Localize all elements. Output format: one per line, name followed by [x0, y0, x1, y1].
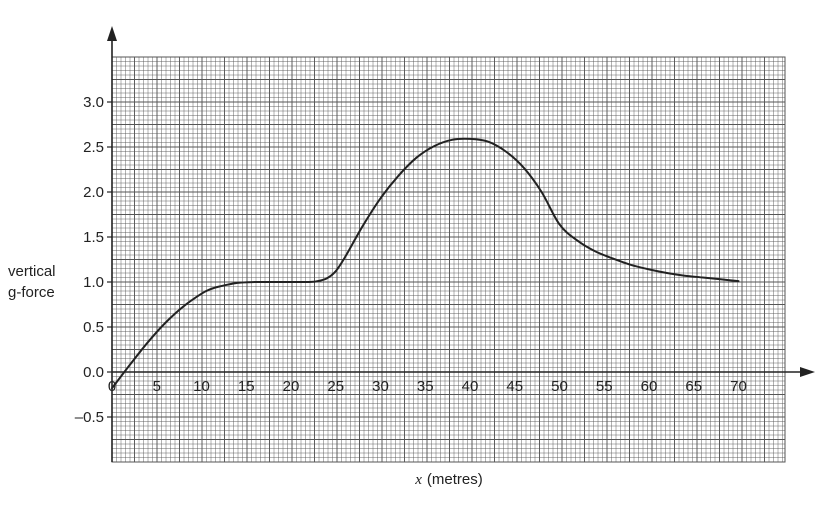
y-tick-label: 2.0 [83, 184, 104, 201]
y-tick-label: 0.5 [83, 319, 104, 336]
y-tick-label: 0.0 [83, 364, 104, 381]
g-force-curve [111, 137, 740, 390]
data-series [111, 137, 740, 390]
grid-major-lines [111, 56, 785, 463]
x-tick-label: 10 [193, 378, 210, 395]
tick-labels: –0.5 0.0 0.5 1.0 1.5 2.0 2.5 3.0 0 5 10 15 20 25 30 35 4… [75, 94, 747, 426]
x-axis-label: x (metres) [414, 471, 483, 488]
x-tick-label: 35 [417, 378, 434, 395]
x-tick-label: 55 [596, 378, 613, 395]
x-tick-label: 30 [372, 378, 389, 395]
plot-grid [111, 56, 786, 463]
x-tick-label: 45 [506, 378, 523, 395]
x-tick-label: 50 [551, 378, 568, 395]
y-tick-label: 1.0 [83, 274, 104, 291]
x-axis-arrow-icon [800, 367, 815, 377]
x-tick-label: 20 [283, 378, 300, 395]
y-axis-label-line-2: g-force [8, 284, 55, 301]
y-axis-arrow-icon [107, 26, 117, 41]
y-axis-label-line-1: vertical [8, 263, 56, 280]
axes [107, 26, 815, 462]
x-tick-label: 70 [730, 378, 747, 395]
x-tick-label: 0 [108, 378, 116, 395]
x-tick-label: 15 [238, 378, 255, 395]
x-tick-label: 40 [462, 378, 479, 395]
y-tick-label: 3.0 [83, 94, 104, 111]
x-axis-variable: x [414, 472, 422, 488]
x-axis-unit: (metres) [427, 471, 483, 488]
x-tick-label: 5 [153, 378, 161, 395]
y-tick-label: 2.5 [83, 139, 104, 156]
x-tick-label: 65 [685, 378, 702, 395]
x-tick-label: 25 [327, 378, 344, 395]
x-tick-label: 60 [641, 378, 658, 395]
y-tick-label: –0.5 [75, 409, 104, 426]
y-tick-label: 1.5 [83, 229, 104, 246]
